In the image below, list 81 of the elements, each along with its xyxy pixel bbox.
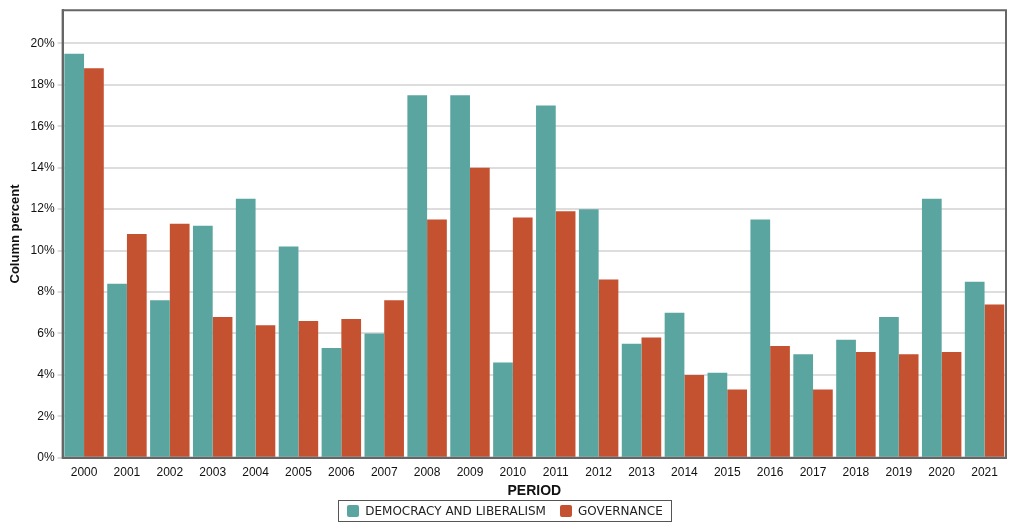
bar — [255, 325, 276, 457]
x-axis-title: PERIOD — [507, 482, 562, 499]
bar — [793, 354, 814, 457]
bar — [341, 318, 362, 457]
bar — [664, 312, 685, 457]
x-tick-label: 2010 — [499, 465, 527, 480]
bar — [192, 225, 213, 457]
x-tick-label: 2013 — [628, 465, 656, 480]
bar — [126, 234, 147, 457]
bar — [621, 343, 642, 457]
bar — [879, 316, 899, 457]
bar — [578, 209, 599, 457]
legend-label: GOVERNANCE — [577, 504, 663, 518]
x-tick-label: 2011 — [542, 465, 569, 480]
y-tick-label: 16% — [30, 118, 55, 133]
bar — [707, 372, 728, 457]
y-tick-label: 0% — [37, 450, 55, 465]
legend-label: DEMOCRACY AND LIBERALISM — [365, 504, 546, 518]
bar — [364, 333, 385, 457]
bar — [598, 279, 619, 457]
bar — [898, 354, 919, 457]
bar — [235, 198, 256, 457]
x-tick-label: 2007 — [370, 465, 398, 480]
x-tick-label: 2008 — [413, 465, 441, 480]
bar — [493, 362, 513, 457]
y-tick-label: 2% — [37, 408, 55, 423]
y-tick-label: 18% — [30, 77, 55, 92]
bar — [941, 352, 962, 457]
bar — [641, 337, 662, 457]
x-tick-label: 2018 — [842, 465, 870, 480]
bar — [298, 321, 319, 457]
y-tick-label: 8% — [37, 284, 55, 299]
x-tick-label: 2000 — [70, 465, 98, 480]
x-tick-label: 2002 — [156, 465, 184, 480]
x-tick-label: 2021 — [971, 465, 999, 480]
bar — [278, 246, 299, 457]
bar — [321, 347, 342, 457]
bar — [836, 339, 856, 457]
x-tick-label: 2012 — [585, 465, 613, 480]
bar — [212, 316, 233, 457]
bar — [384, 300, 404, 457]
x-tick-label: 2005 — [285, 465, 313, 480]
bar — [555, 211, 576, 457]
bar — [770, 345, 790, 457]
x-tick-label: 2020 — [928, 465, 956, 480]
bar — [150, 300, 170, 457]
bar — [84, 68, 104, 457]
x-tick-label: 2017 — [799, 465, 827, 480]
y-tick-label: 14% — [30, 160, 55, 174]
bar — [64, 53, 85, 457]
bar — [427, 219, 447, 457]
bar — [727, 389, 747, 457]
y-tick-label: 10% — [30, 242, 55, 257]
bar — [750, 219, 771, 457]
bar — [512, 217, 533, 457]
bar — [684, 374, 705, 457]
y-axis-title: Column percent — [7, 183, 23, 284]
bar — [984, 304, 1005, 457]
bar — [107, 283, 127, 457]
bar — [450, 95, 470, 457]
x-tick-label: 2006 — [327, 465, 356, 480]
bar — [469, 167, 490, 457]
x-tick-label: 2001 — [113, 465, 141, 480]
y-tick-label: 4% — [37, 367, 55, 382]
x-tick-label: 2003 — [199, 465, 227, 480]
y-tick-label: 20% — [30, 35, 55, 50]
bar — [536, 105, 556, 457]
x-tick-label: 2019 — [885, 465, 913, 480]
bar — [921, 198, 942, 457]
y-tick-label: 6% — [37, 325, 55, 340]
bar — [964, 281, 985, 457]
x-tick-label: 2004 — [242, 465, 270, 480]
bar — [813, 389, 833, 457]
y-tick-label: 12% — [30, 201, 55, 216]
bar — [855, 352, 876, 457]
x-tick-label: 2009 — [456, 465, 484, 480]
x-tick-label: 2015 — [713, 465, 741, 480]
x-tick-label: 2014 — [671, 465, 699, 480]
x-tick-label: 2016 — [756, 465, 784, 480]
bar — [169, 223, 190, 457]
bar — [407, 95, 428, 457]
